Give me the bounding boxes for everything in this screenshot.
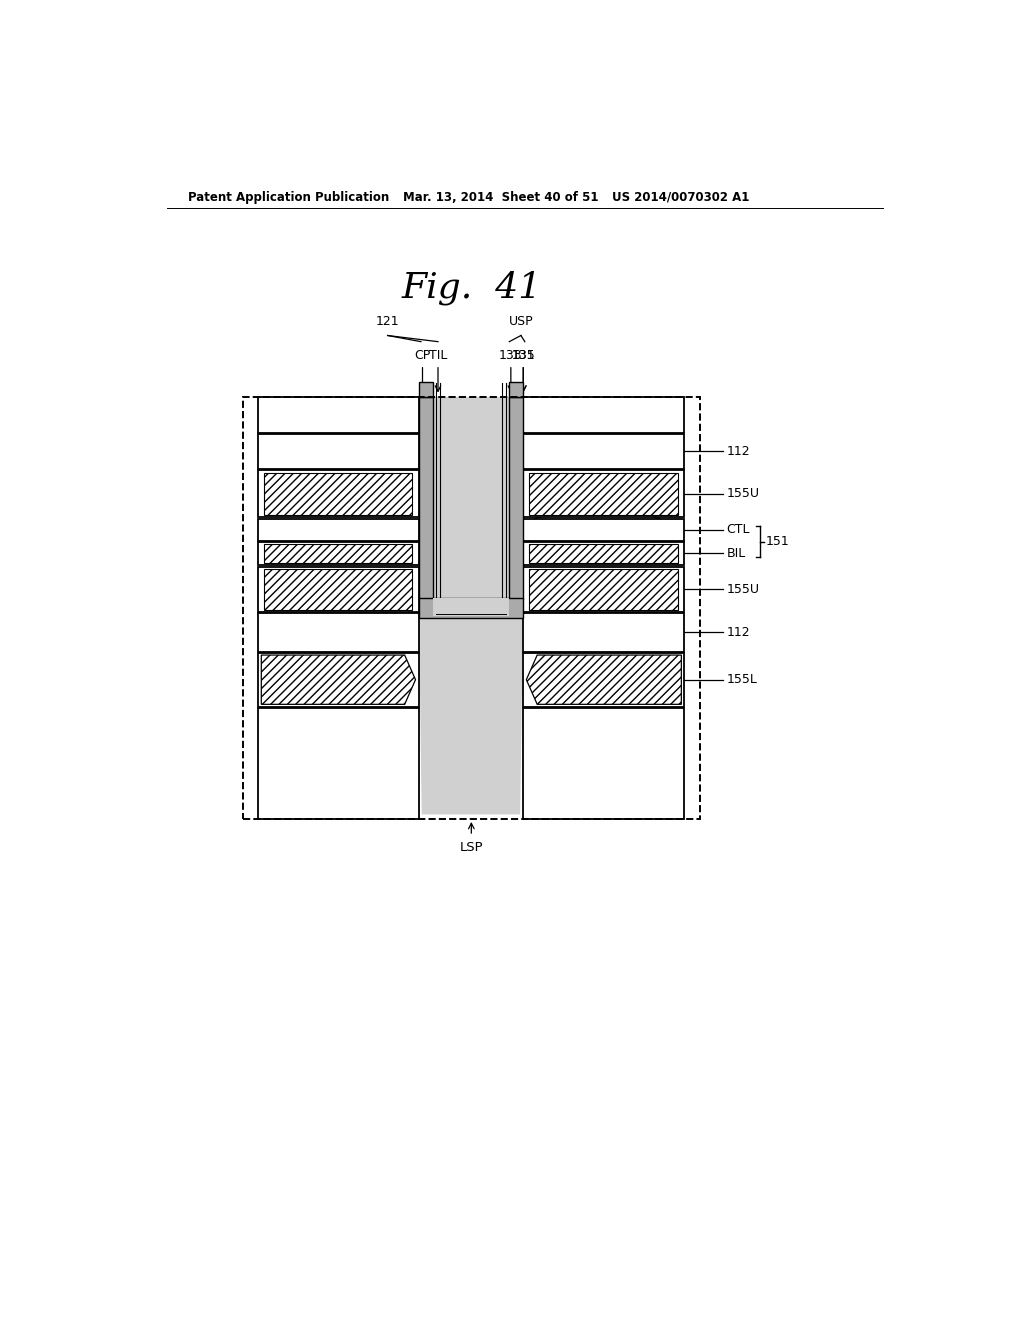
Text: Mar. 13, 2014  Sheet 40 of 51: Mar. 13, 2014 Sheet 40 of 51 (403, 191, 599, 203)
Bar (529, 569, 678, 610)
Bar (243, 397, 700, 818)
Text: 155L: 155L (726, 673, 757, 686)
Text: 121: 121 (376, 314, 399, 327)
Text: 135: 135 (511, 350, 536, 363)
Bar (258, 397, 419, 433)
Text: Fig.  41: Fig. 41 (401, 271, 542, 305)
Bar (529, 473, 678, 515)
Bar (529, 544, 678, 562)
Text: 155U: 155U (726, 582, 760, 595)
Bar (264, 544, 413, 562)
Text: Patent Application Publication: Patent Application Publication (188, 191, 390, 203)
Polygon shape (261, 655, 416, 705)
Bar (419, 381, 432, 397)
Bar (419, 397, 432, 599)
Text: 112: 112 (726, 445, 750, 458)
Text: 155U: 155U (726, 487, 760, 500)
Text: TIL: TIL (429, 350, 447, 363)
Text: CP: CP (415, 350, 431, 363)
Text: BIL: BIL (726, 546, 745, 560)
Bar (264, 569, 413, 610)
Text: CTL: CTL (726, 524, 750, 536)
Bar (523, 708, 684, 818)
Bar (258, 470, 419, 517)
Bar (523, 653, 684, 706)
Bar (419, 598, 523, 618)
Bar (258, 708, 419, 818)
Bar (523, 541, 684, 565)
Bar (258, 653, 419, 706)
Bar (523, 519, 684, 541)
Bar (509, 381, 523, 397)
Text: 133: 133 (499, 350, 522, 363)
Polygon shape (419, 599, 523, 814)
Bar (264, 473, 413, 515)
Bar (523, 397, 684, 433)
Text: US 2014/0070302 A1: US 2014/0070302 A1 (612, 191, 750, 203)
Bar (523, 612, 684, 652)
Bar (258, 434, 419, 469)
Text: 112: 112 (726, 626, 750, 639)
Text: USP: USP (509, 314, 534, 327)
Bar (523, 470, 684, 517)
Bar (258, 541, 419, 565)
Bar (258, 612, 419, 652)
Bar (258, 566, 419, 612)
Text: 151: 151 (766, 535, 790, 548)
Text: LSP: LSP (460, 841, 483, 854)
Bar (523, 566, 684, 612)
Bar (523, 434, 684, 469)
Polygon shape (526, 655, 681, 705)
Bar (509, 397, 523, 599)
Text: 131: 131 (511, 350, 536, 363)
Bar (258, 519, 419, 541)
Bar (419, 397, 523, 599)
Bar (432, 598, 509, 615)
